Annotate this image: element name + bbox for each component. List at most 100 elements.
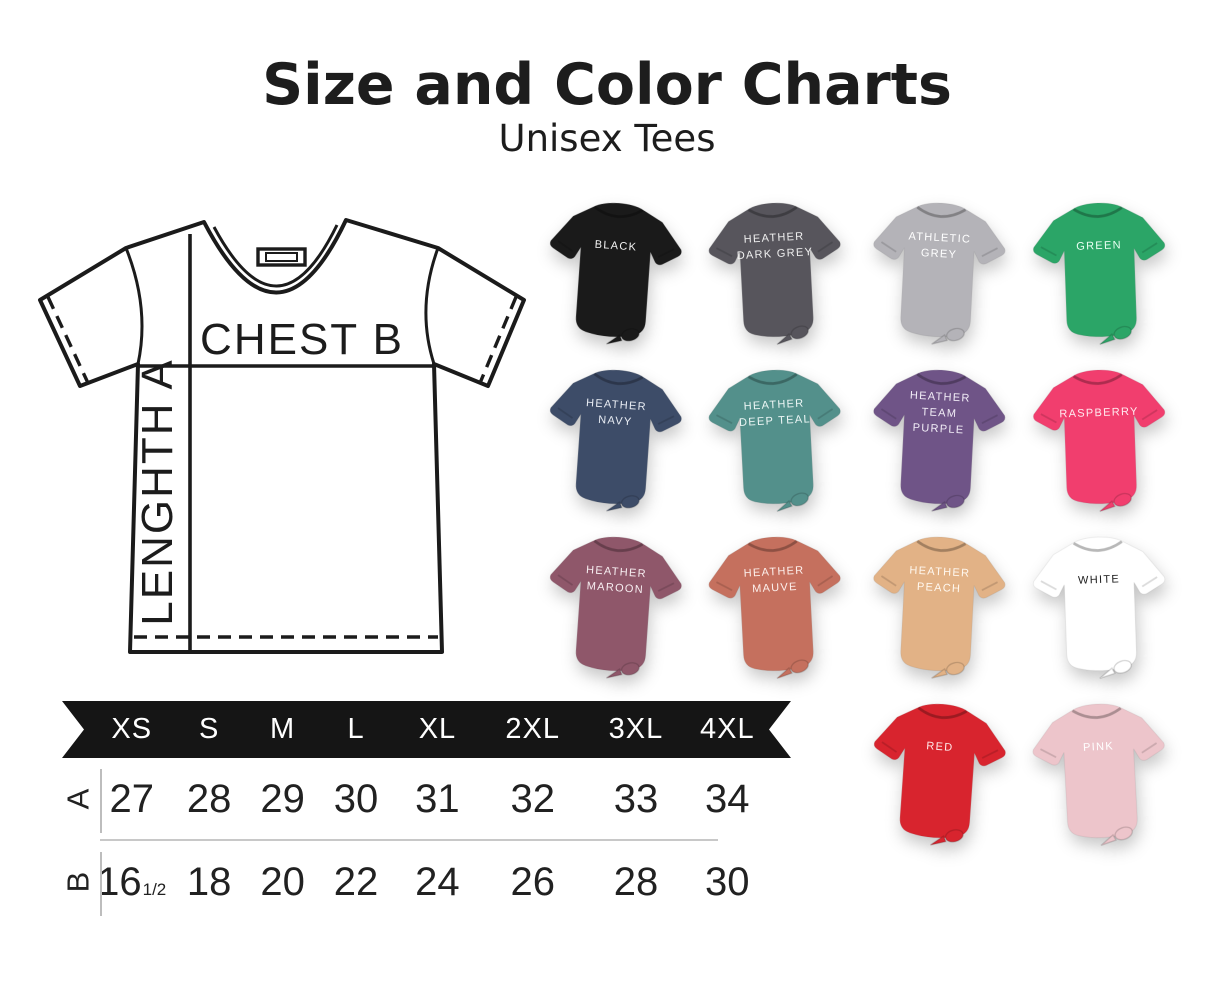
- size-column-header: 4XL: [699, 713, 755, 745]
- tshirt-swatch-white: WHITE: [1016, 521, 1184, 694]
- tshirt-icon: [708, 202, 841, 345]
- collar-icon: [916, 206, 967, 218]
- knot-icon: [620, 328, 640, 342]
- knot-icon: [1113, 492, 1132, 507]
- tshirt-swatch-black: BLACK: [527, 185, 700, 363]
- page-title: Size and Color Charts: [262, 52, 952, 119]
- tshirt-swatch-raspberry: RASPBERRY: [1016, 354, 1184, 527]
- tshirt-swatch-pink: PINK: [1015, 687, 1186, 862]
- size-column-header: L: [347, 713, 365, 745]
- tshirt-swatch-heather-team-purple: HEATHER TEAM PURPLE: [853, 353, 1024, 528]
- size-value: 18: [186, 859, 232, 904]
- tee-silhouette: [38, 218, 526, 654]
- tshirt-icon: [873, 202, 1006, 345]
- size-value: 161/2: [97, 859, 167, 904]
- size-value: 24: [415, 859, 460, 904]
- size-column-header: XS: [111, 713, 153, 745]
- size-value: 32: [510, 776, 555, 821]
- tshirt-icon: [1032, 369, 1166, 513]
- tshirt-swatch-heather-deep-teal: HEATHER DEEP TEAL: [691, 353, 862, 528]
- collar-icon: [593, 372, 644, 385]
- size-value: 29: [260, 776, 305, 821]
- knot-icon: [1113, 659, 1132, 674]
- tshirt-swatch-heather-peach: HEATHER PEACH: [853, 520, 1024, 695]
- color-swatch-grid: BLACK HEATHER DARK GREY ATH: [533, 190, 1181, 858]
- tshirt-icon: [1032, 202, 1166, 346]
- row-label-b: B: [60, 871, 96, 893]
- collar-icon: [1072, 540, 1123, 552]
- tshirt-swatch-heather-maroon: HEATHER MAROON: [527, 519, 700, 697]
- collar-icon: [747, 373, 798, 385]
- tshirt-icon: [549, 536, 682, 679]
- size-value: 28: [613, 859, 659, 904]
- size-value: 30: [705, 859, 750, 904]
- collar-icon: [916, 373, 967, 385]
- collar-icon: [593, 539, 644, 552]
- left-armhole-seam: [124, 247, 144, 365]
- collar-icon: [1072, 206, 1123, 218]
- knot-icon: [790, 492, 809, 507]
- row-tick: [100, 852, 102, 916]
- size-column-header: S: [198, 713, 220, 745]
- tshirt-outline-icon: CHEST B LENGHTH A: [38, 218, 526, 654]
- tshirt-icon: [873, 536, 1006, 679]
- length-label: LENGHTH A: [133, 358, 182, 625]
- size-value: 28: [186, 776, 232, 821]
- size-value: 34: [705, 776, 750, 821]
- color-name-label: HEATHER TEAM PURPLE: [909, 389, 971, 437]
- size-value: 26: [510, 859, 555, 904]
- knot-icon: [945, 661, 965, 676]
- knot-icon: [945, 327, 965, 342]
- tshirt-icon: [873, 369, 1006, 512]
- knot-icon: [1114, 826, 1133, 841]
- page-subtitle: Unisex Tees: [498, 116, 716, 160]
- row-a-values: 27 28 29 30 31 32 33 34: [62, 767, 791, 831]
- left-cuff-dashed-line: [46, 296, 90, 384]
- tshirt-swatch-athletic-grey: ATHLETIC GREY: [853, 186, 1024, 361]
- collar-icon: [917, 706, 968, 719]
- size-value: 27: [109, 776, 154, 821]
- tshirt-swatch-heather-mauve: HEATHER MAUVE: [691, 520, 862, 695]
- collar-icon: [1071, 707, 1122, 719]
- tshirt-icon: [1032, 703, 1165, 846]
- knot-icon: [620, 495, 640, 509]
- collar-icon: [747, 206, 798, 218]
- knot-icon: [790, 325, 809, 340]
- size-value: 31: [415, 776, 460, 821]
- tshirt-swatch-heather-dark-grey: HEATHER DARK GREY: [691, 186, 862, 361]
- size-column-header: XL: [418, 713, 457, 745]
- size-column-header: 3XL: [608, 713, 664, 745]
- row-label-a: A: [60, 788, 96, 810]
- knot-icon: [1113, 325, 1132, 340]
- tshirt-swatch-heather-navy: HEATHER NAVY: [527, 352, 700, 530]
- size-column-header: M: [269, 713, 296, 745]
- tshirt-icon: [549, 369, 682, 512]
- collar-icon: [1072, 373, 1123, 385]
- collar-icon: [916, 540, 967, 552]
- tshirt-swatch-green: GREEN: [1016, 187, 1184, 360]
- tshirt-icon: [873, 703, 1006, 846]
- size-table: XS S M L XL 2XL 3XL 4XL A 27 28 29 30 31 32 33 34 B 16…: [60, 701, 791, 916]
- chest-label: CHEST B: [200, 315, 404, 364]
- size-value: 22: [333, 859, 379, 904]
- tshirt-icon: [1032, 536, 1166, 680]
- size-column-header: 2XL: [505, 713, 561, 745]
- size-row-a: A 27 28 29 30 31 32 33 34: [60, 767, 791, 833]
- knot-icon: [944, 829, 964, 843]
- knot-icon: [945, 494, 965, 509]
- row-b-values: 161/2 18 20 22 24 26 28 30: [62, 850, 791, 914]
- size-row-b: B 161/2 18 20 22 24 26 28 30: [60, 850, 791, 916]
- brand-tag: [256, 247, 307, 267]
- tshirt-swatch-red: RED: [851, 686, 1024, 864]
- collar-icon: [593, 205, 644, 218]
- right-armhole-seam: [424, 247, 440, 365]
- knot-icon: [620, 662, 640, 676]
- tshirt-icon: [549, 202, 682, 345]
- row-divider: [100, 839, 718, 841]
- size-header-ribbon: XS S M L XL 2XL 3XL 4XL: [62, 701, 791, 758]
- size-value: 33: [613, 776, 659, 821]
- tshirt-icon: [708, 369, 841, 512]
- right-cuff-dashed-line: [478, 296, 518, 384]
- row-tick: [100, 769, 102, 833]
